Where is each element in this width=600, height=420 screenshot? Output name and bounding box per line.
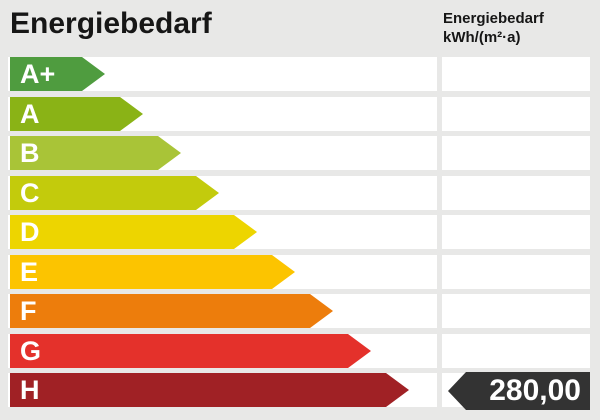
band-arrow-b: B: [10, 136, 181, 170]
value-cell-g: [442, 334, 590, 368]
band-arrow-h: H: [10, 373, 409, 407]
band-label-h: H: [20, 375, 40, 405]
band-label-aplus: A+: [20, 59, 56, 89]
value-text: 280,00: [489, 374, 581, 407]
band-label-e: E: [20, 257, 39, 287]
band-label-b: B: [20, 138, 40, 168]
value-cell-aplus: [442, 57, 590, 91]
value-cell-a: [442, 97, 590, 131]
band-arrow-c: C: [10, 176, 219, 210]
value-indicator-arrow: 280,00: [448, 372, 590, 410]
unit-header-unit: kWh/(m²·a): [443, 29, 521, 46]
band-arrow-g: G: [10, 334, 371, 368]
band-arrow-a: A: [10, 97, 143, 131]
band-label-c: C: [20, 178, 40, 208]
unit-header-title: Energiebedarf: [443, 10, 544, 27]
value-cell-d: [442, 215, 590, 249]
page-title: Energiebedarf: [10, 7, 212, 40]
band-label-g: G: [20, 336, 42, 366]
band-arrow-d: D: [10, 215, 257, 249]
value-cell-e: [442, 255, 590, 289]
band-label-f: F: [20, 296, 37, 326]
unit-header: Energiebedarf kWh/(m²·a): [443, 9, 544, 47]
band-arrow-f: F: [10, 294, 333, 328]
band-arrow-e: E: [10, 255, 295, 289]
band-label-d: D: [20, 217, 40, 247]
value-cell-f: [442, 294, 590, 328]
band-label-a: A: [20, 99, 40, 129]
value-cell-b: [442, 136, 590, 170]
value-cell-c: [442, 176, 590, 210]
band-arrow-aplus: A+: [10, 57, 105, 91]
